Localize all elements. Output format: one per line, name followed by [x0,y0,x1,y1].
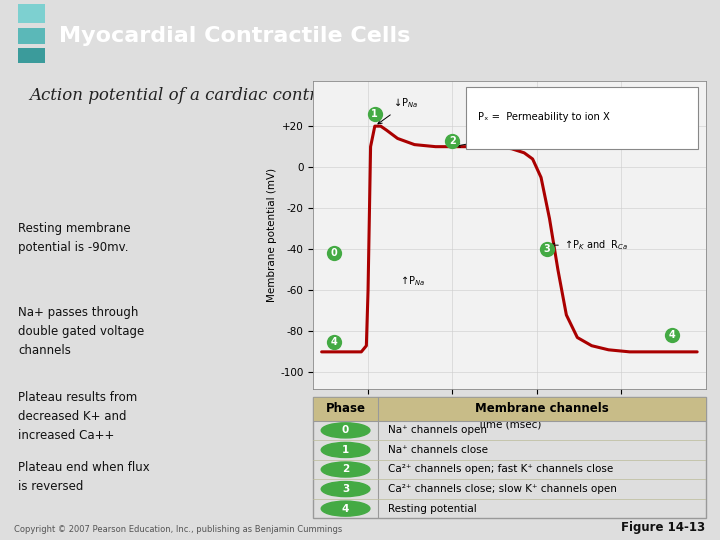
FancyBboxPatch shape [467,87,698,148]
Text: 4: 4 [331,336,338,347]
Text: 2: 2 [449,136,456,145]
Text: Myocardial Contractile Cells: Myocardial Contractile Cells [59,26,410,46]
Text: 1: 1 [372,109,378,119]
Text: Na⁺ channels close: Na⁺ channels close [388,445,487,455]
Circle shape [321,462,370,477]
Text: 2: 2 [342,464,349,475]
Text: Action potential of a cardiac contractile cell: Action potential of a cardiac contractil… [29,87,399,104]
Text: Phase: Phase [325,402,366,415]
Text: Plateau end when flux
is reversed: Plateau end when flux is reversed [18,461,150,492]
Circle shape [321,423,370,438]
Text: 0: 0 [331,248,338,258]
Circle shape [321,442,370,457]
Text: 3: 3 [544,244,550,254]
Text: Na⁺ channels open: Na⁺ channels open [388,426,487,435]
Text: 3: 3 [342,484,349,494]
Text: ↓P$_{Na}$: ↓P$_{Na}$ [378,97,418,124]
Text: Membrane channels: Membrane channels [475,402,608,415]
Text: Time (msec): Time (msec) [477,420,541,430]
Text: Ca²⁺ channels close; slow K⁺ channels open: Ca²⁺ channels close; slow K⁺ channels op… [388,484,616,494]
Bar [313,397,706,421]
Text: 0: 0 [342,426,349,435]
Text: 4: 4 [668,330,675,340]
Text: Figure 14-13: Figure 14-13 [621,522,706,535]
Text: Resting potential: Resting potential [388,504,477,514]
Bar [18,28,45,44]
Y-axis label: Membrane potential (mV): Membrane potential (mV) [267,168,277,302]
Text: 1: 1 [342,445,349,455]
Text: ↓ P$_K$ and  P$_{Ca}$: ↓ P$_K$ and P$_{Ca}$ [456,130,544,147]
Text: ↑P$_K$ and  R$_{Ca}$: ↑P$_K$ and R$_{Ca}$ [551,238,628,252]
Text: Pₓ =  Permeability to ion X: Pₓ = Permeability to ion X [478,112,610,122]
Text: 4: 4 [342,504,349,514]
Text: Plateau results from
decreased K+ and
increased Ca++: Plateau results from decreased K+ and in… [18,390,138,442]
Text: Ca²⁺ channels open; fast K⁺ channels close: Ca²⁺ channels open; fast K⁺ channels clo… [388,464,613,475]
Text: Na+ passes through
double gated voltage
channels: Na+ passes through double gated voltage … [18,306,144,357]
Circle shape [321,501,370,516]
Text: Copyright © 2007 Pearson Education, Inc., publishing as Benjamin Cummings: Copyright © 2007 Pearson Education, Inc.… [14,525,343,535]
Circle shape [321,482,370,497]
Bar [18,48,45,63]
Bar [18,4,45,23]
Text: Resting membrane
potential is -90mv.: Resting membrane potential is -90mv. [18,222,130,254]
Text: ↑P$_{Na}$: ↑P$_{Na}$ [400,274,425,288]
